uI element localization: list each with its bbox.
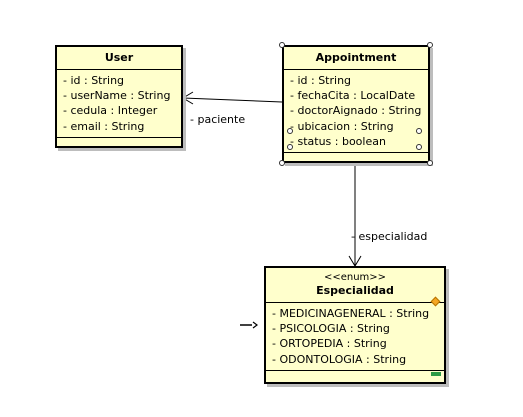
resize-handle-mid-left-1[interactable]	[287, 128, 293, 134]
class-appointment-title: Appointment	[284, 47, 428, 70]
edge-paciente-arrowhead	[182, 91, 194, 105]
attribute-row: - MEDICINAGENERAL : String	[272, 307, 430, 320]
attribute-row: - ODONTOLOGIA : String	[272, 352, 407, 366]
attribute-row: - cedula : Integer	[63, 104, 158, 118]
class-especialidad-name: Especialidad	[316, 284, 394, 297]
attribute-row: - id : String	[63, 74, 125, 87]
resize-handle-mid-left-2[interactable]	[287, 144, 293, 150]
resize-handle-mid-right-2[interactable]	[416, 144, 422, 150]
resize-handle-top-right[interactable]	[427, 42, 433, 48]
class-user-title: User	[57, 47, 181, 70]
class-user[interactable]: User - id : String - userName : String -…	[55, 45, 183, 148]
edge-especialidad-label: - especialidad	[351, 230, 428, 243]
class-appointment[interactable]: Appointment - id : String - fechaCita : …	[282, 45, 430, 163]
class-appointment-attributes: - id : String - fechaCita : LocalDate - …	[284, 70, 428, 154]
drop-arrow-head-icon	[252, 321, 258, 329]
class-especialidad[interactable]: <<enum>> Especialidad - MEDICINAGENERAL …	[264, 266, 446, 384]
resize-handle-bottom-left[interactable]	[279, 160, 285, 166]
edge-paciente-line[interactable]	[182, 97, 283, 103]
class-user-attributes: - id : String - userName : String - cedu…	[57, 70, 181, 138]
class-especialidad-operations	[266, 371, 444, 377]
attribute-row: - id : String	[290, 74, 352, 87]
class-user-operations	[57, 138, 181, 144]
attribute-row: - PSICOLOGIA : String	[272, 322, 390, 336]
class-especialidad-attributes: - MEDICINAGENERAL : String - PSICOLOGIA …	[266, 303, 444, 371]
resize-handle-bottom-right[interactable]	[427, 160, 433, 166]
attribute-row: - email : String	[63, 119, 145, 133]
attribute-row: - ORTOPEDIA : String	[272, 337, 387, 351]
attribute-row: - status : boolean	[290, 134, 386, 148]
class-appointment-operations	[284, 153, 428, 159]
attribute-row: - userName : String	[63, 89, 171, 103]
resize-handle-top-left[interactable]	[279, 42, 285, 48]
edge-paciente-label: - paciente	[190, 113, 246, 126]
class-especialidad-title: <<enum>> Especialidad	[266, 268, 444, 303]
attribute-row: - fechaCita : LocalDate	[290, 89, 416, 103]
attribute-row: - ubicacion : String	[290, 119, 394, 133]
attribute-row: - doctorAignado : String	[290, 104, 422, 118]
green-marker-icon[interactable]	[431, 372, 441, 376]
resize-handle-mid-right-1[interactable]	[416, 128, 422, 134]
class-especialidad-stereotype: <<enum>>	[323, 272, 387, 283]
